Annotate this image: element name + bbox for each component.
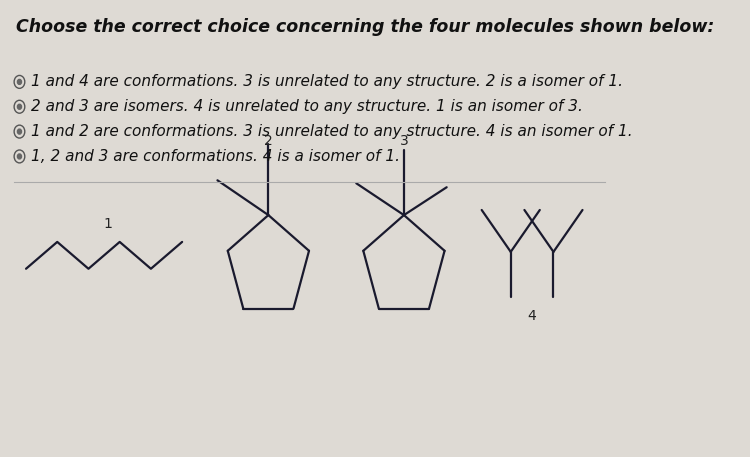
Text: 1, 2 and 3 are conformations. 4 is a isomer of 1.: 1, 2 and 3 are conformations. 4 is a iso… bbox=[31, 149, 400, 164]
Text: 2: 2 bbox=[264, 133, 273, 148]
Circle shape bbox=[17, 80, 22, 85]
Circle shape bbox=[17, 104, 22, 109]
Circle shape bbox=[17, 154, 22, 159]
Text: 1: 1 bbox=[104, 217, 112, 231]
Text: 1 and 2 are conformations. 3 is unrelated to any structure. 4 is an isomer of 1.: 1 and 2 are conformations. 3 is unrelate… bbox=[31, 124, 632, 139]
Text: Choose the correct choice concerning the four molecules shown below:: Choose the correct choice concerning the… bbox=[16, 18, 715, 36]
Text: 3: 3 bbox=[400, 133, 408, 148]
Text: 1 and 4 are conformations. 3 is unrelated to any structure. 2 is a isomer of 1.: 1 and 4 are conformations. 3 is unrelate… bbox=[31, 74, 623, 90]
Text: 2 and 3 are isomers. 4 is unrelated to any structure. 1 is an isomer of 3.: 2 and 3 are isomers. 4 is unrelated to a… bbox=[31, 99, 583, 114]
Circle shape bbox=[17, 129, 22, 134]
Text: 4: 4 bbox=[528, 308, 536, 323]
